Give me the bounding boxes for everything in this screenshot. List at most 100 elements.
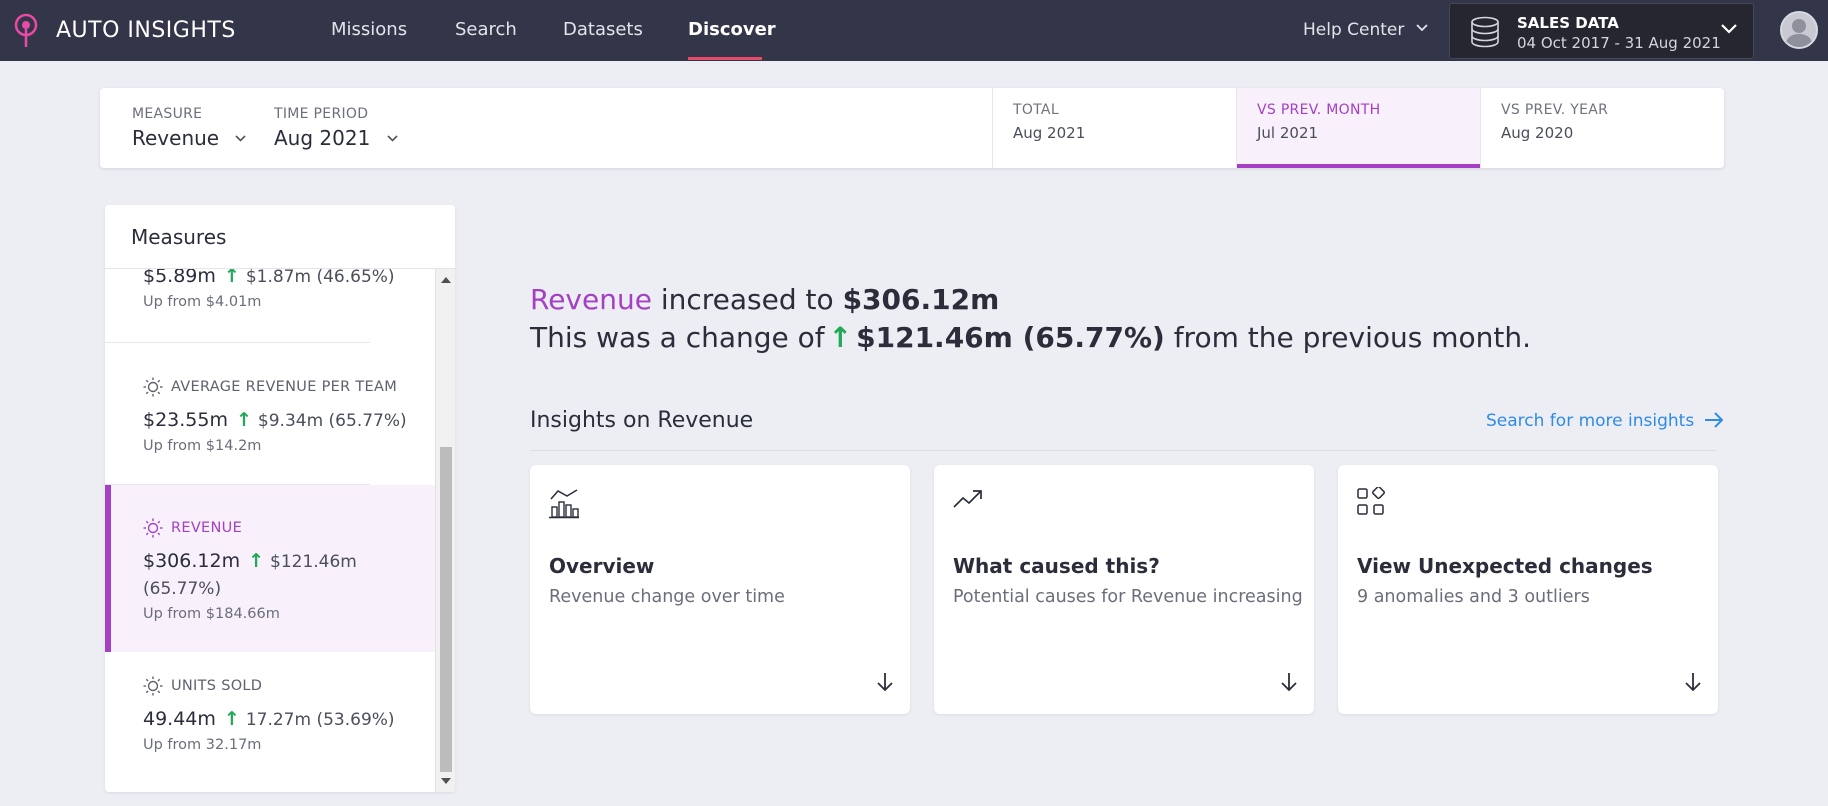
time-period-label: TIME PERIOD: [274, 106, 369, 122]
grid-squares-icon: [1357, 487, 1385, 515]
scrollbar-thumb[interactable]: [440, 447, 452, 772]
arrow-down-icon: [1281, 673, 1297, 692]
divider: [530, 450, 1716, 451]
sun-icon: [143, 377, 163, 397]
arrow-right-icon: [1704, 412, 1724, 428]
divider: [105, 342, 370, 343]
lightbulb-logo-icon: [14, 13, 38, 47]
headline-measure: Revenue: [530, 283, 652, 316]
measure-item-value: $306.12m: [143, 550, 241, 572]
insights-title: Insights on Revenue: [530, 408, 754, 433]
card-title: Overview: [549, 554, 655, 578]
measure-item-value: $23.55m: [143, 409, 228, 431]
measures-panel-title: Measures: [105, 205, 455, 269]
tab-vs-prev-month[interactable]: VS PREV. MONTH Jul 2021: [1236, 88, 1480, 168]
help-center-label: Help Center: [1303, 20, 1405, 40]
tab-label: VS PREV. YEAR: [1501, 102, 1609, 118]
measure-item-previous: Up from $4.01m: [143, 294, 262, 310]
measure-label: MEASURE: [132, 106, 203, 122]
chevron-down-icon: [387, 135, 398, 142]
card-description: Revenue change over time: [549, 587, 785, 607]
chevron-down-icon: [235, 135, 247, 142]
measure-value: Revenue: [132, 126, 220, 150]
measure-item[interactable]: UNITS SOLD 49.44m ↑ 17.27m (53.69%) Up fro…: [105, 676, 435, 776]
nav-datasets[interactable]: Datasets: [563, 19, 643, 40]
tab-value: Jul 2021: [1257, 124, 1319, 142]
headline-text: This was a change of: [530, 321, 825, 354]
arrow-up-icon: ↑: [248, 550, 264, 572]
chevron-down-icon: [1416, 24, 1428, 32]
measures-panel: Measures $5.89m ↑ $1.87m (46.65%) Up from …: [105, 205, 455, 792]
headline-text: increased to: [660, 283, 834, 316]
scroll-up-arrow-icon[interactable]: [441, 277, 451, 283]
scroll-down-arrow-icon[interactable]: [441, 778, 451, 784]
measure-item-previous: Up from $184.66m: [143, 606, 280, 622]
arrow-down-icon: [1685, 673, 1701, 692]
measure-item-delta: 17.27m (53.69%): [245, 710, 395, 730]
card-description: Potential causes for Revenue increasing: [953, 587, 1303, 607]
measure-item-previous: Up from 32.17m: [143, 737, 262, 753]
help-center-menu[interactable]: Help Center: [1303, 20, 1428, 40]
arrow-up-icon: ↑: [223, 269, 240, 287]
arrow-down-icon: [877, 673, 893, 692]
filter-bar: MEASURE Revenue TIME PERIOD Aug 2021 TOT…: [100, 88, 1724, 168]
arrow-up-icon: ↑: [236, 409, 252, 431]
nav-active-underline: [688, 57, 762, 60]
measure-item-name: REVENUE: [171, 520, 243, 536]
measures-list[interactable]: $5.89m ↑ $1.87m (46.65%) Up from $4.01m AV…: [105, 269, 435, 792]
nav-search[interactable]: Search: [455, 19, 517, 40]
top-nav: AUTO INSIGHTS Missions Search Datasets D…: [0, 0, 1828, 61]
trending-up-icon: [953, 490, 982, 508]
measure-item-name: UNITS SOLD: [171, 678, 263, 694]
measure-item-delta-percent: (65.77%): [143, 579, 222, 599]
headline-value: $306.12m: [842, 283, 1000, 316]
measure-item-name: AVERAGE REVENUE PER TEAM: [171, 379, 398, 395]
arrow-up-icon: ↑: [828, 321, 853, 354]
measure-item-value: 49.44m: [143, 708, 216, 730]
measure-item-revenue[interactable]: REVENUE $306.12m ↑ $121.46m (65.77%) Up fr…: [105, 485, 435, 652]
measures-scrollbar[interactable]: [435, 269, 455, 792]
measure-item-value: $5.89m: [143, 269, 216, 287]
card-title: View Unexpected changes: [1357, 554, 1653, 578]
dataset-date-range: 04 Oct 2017 - 31 Aug 2021: [1517, 34, 1721, 52]
tab-value: Aug 2021: [1013, 124, 1086, 142]
chart-overview-icon: [549, 489, 579, 519]
dataset-title: SALES DATA: [1517, 14, 1619, 32]
measure-item-delta: $1.87m (46.65%): [245, 269, 395, 287]
nav-discover[interactable]: Discover: [688, 19, 776, 40]
user-avatar[interactable]: [1780, 11, 1818, 49]
insight-card-unexpected-changes[interactable]: View Unexpected changes 9 anomalies and …: [1338, 465, 1718, 714]
database-icon: [1471, 16, 1499, 48]
insight-headline: Revenue increased to $306.12m This was a…: [530, 281, 1531, 357]
measure-dropdown[interactable]: MEASURE Revenue: [132, 106, 247, 150]
time-period-value: Aug 2021: [274, 126, 371, 150]
sun-icon: [143, 676, 163, 696]
divider: [105, 484, 370, 485]
measure-item-delta: $121.46m: [270, 552, 357, 572]
insight-card-what-caused[interactable]: What caused this? Potential causes for R…: [934, 465, 1314, 714]
measure-item[interactable]: $5.89m ↑ $1.87m (46.65%) Up from $4.01m: [105, 269, 435, 333]
dataset-selector[interactable]: SALES DATA 04 Oct 2017 - 31 Aug 2021: [1449, 3, 1754, 59]
tab-value: Aug 2020: [1501, 124, 1574, 142]
user-icon: [1785, 19, 1813, 47]
measure-item[interactable]: AVERAGE REVENUE PER TEAM $23.55m ↑ $9.34m …: [105, 377, 435, 477]
card-description: 9 anomalies and 3 outliers: [1357, 587, 1590, 607]
search-more-insights-label: Search for more insights: [1486, 411, 1695, 431]
tab-label: TOTAL: [1013, 102, 1059, 118]
measure-item-previous: Up from $14.2m: [143, 438, 262, 454]
headline-text: from the previous month.: [1173, 321, 1532, 354]
tab-label: VS PREV. MONTH: [1257, 102, 1381, 118]
headline-change: $121.46m (65.77%): [856, 321, 1165, 354]
measure-item-delta: $9.34m (65.77%): [257, 411, 407, 431]
time-period-dropdown[interactable]: TIME PERIOD Aug 2021: [274, 106, 398, 150]
search-more-insights-link[interactable]: Search for more insights: [1486, 411, 1724, 431]
brand-name: AUTO INSIGHTS: [56, 18, 236, 43]
chevron-down-icon: [1721, 24, 1737, 34]
sun-icon: [143, 518, 163, 538]
arrow-up-icon: ↑: [223, 708, 240, 730]
insight-card-overview[interactable]: Overview Revenue change over time: [530, 465, 910, 714]
tab-vs-prev-year[interactable]: VS PREV. YEAR Aug 2020: [1480, 88, 1724, 168]
nav-missions[interactable]: Missions: [331, 19, 408, 40]
tab-total[interactable]: TOTAL Aug 2021: [992, 88, 1236, 168]
card-title: What caused this?: [953, 554, 1160, 578]
